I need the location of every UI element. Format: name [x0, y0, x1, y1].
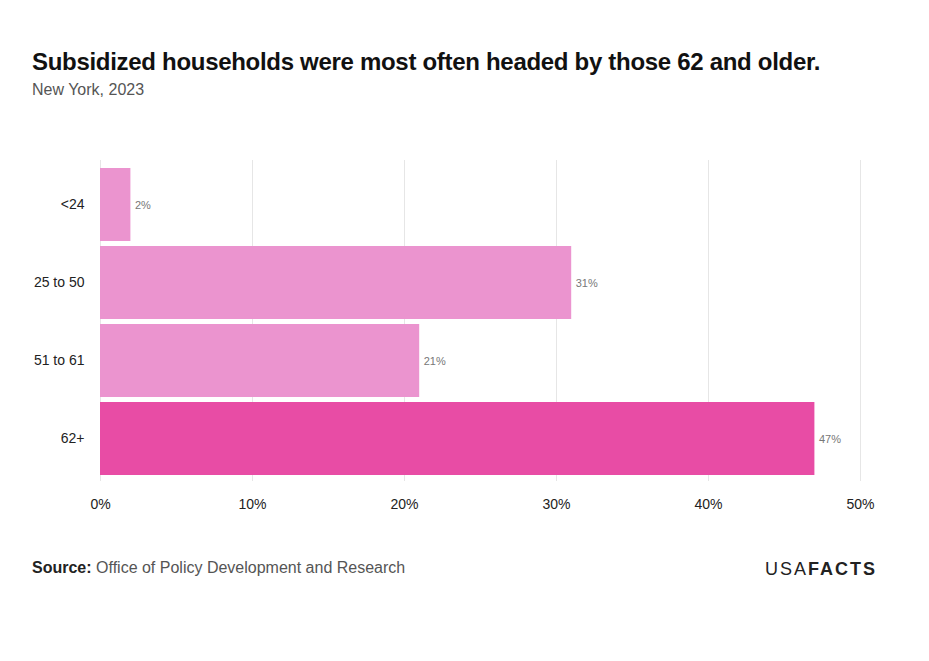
svg-text:0%: 0%	[90, 496, 110, 512]
html-text:Subsidized households were mos: Subsidized households were most often he…	[32, 48, 821, 75]
svg-text:50%: 50%	[846, 496, 874, 512]
svg-text:25 to 50: 25 to 50	[34, 274, 85, 290]
svg-text:20%: 20%	[390, 496, 418, 512]
svg-text:51 to 61: 51 to 61	[34, 352, 85, 368]
svg-text:62+: 62+	[61, 430, 85, 446]
svg-text:<24: <24	[61, 196, 85, 212]
html-text:USA FACTS: USA FACTS	[765, 559, 877, 579]
svg-text:47%: 47%	[819, 433, 841, 445]
svg-text:2%: 2%	[135, 199, 151, 211]
svg-text:21%: 21%	[424, 355, 446, 367]
svg-text:40%: 40%	[694, 496, 722, 512]
html-text:New York, 2023: New York, 2023	[32, 81, 145, 98]
svg-text:30%: 30%	[542, 496, 570, 512]
svg-text:10%: 10%	[238, 496, 266, 512]
svg-text:31%: 31%	[576, 277, 598, 289]
html-text:Source: Office of Policy Devel: Source: Office of Policy Development and…	[32, 559, 406, 576]
